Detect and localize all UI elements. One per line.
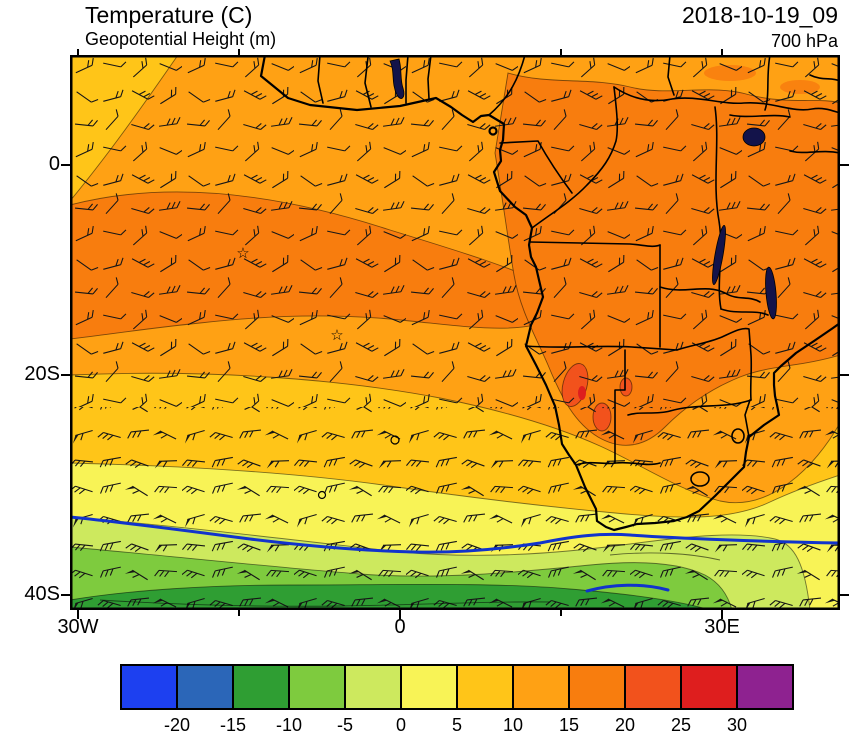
axis-tick bbox=[399, 610, 401, 619]
axis-tick bbox=[840, 164, 849, 166]
colorbar-cell bbox=[288, 664, 346, 710]
border-segment bbox=[317, 55, 324, 104]
wind-barbs-south bbox=[70, 407, 840, 610]
border-segment bbox=[427, 55, 432, 100]
y-axis-label-20s: 20S bbox=[24, 363, 60, 385]
x-axis-label-30w: 30W bbox=[57, 616, 99, 638]
colorbar-cell bbox=[400, 664, 458, 710]
calm-wind-marker bbox=[390, 435, 400, 445]
colorbar-cell bbox=[568, 664, 626, 710]
colorbar-label: 15 bbox=[558, 715, 580, 735]
lake-victoria bbox=[742, 127, 766, 147]
colorbar-label: -10 bbox=[275, 715, 302, 735]
axis-tick bbox=[77, 610, 79, 619]
colorbar-cell bbox=[624, 664, 682, 710]
border-segment bbox=[627, 399, 752, 416]
border-segment bbox=[529, 241, 661, 248]
border-segment bbox=[659, 286, 761, 303]
border-segment bbox=[405, 55, 409, 104]
colorbar-label: -15 bbox=[219, 715, 246, 735]
axis-tick bbox=[61, 594, 70, 596]
colorbar-label: 0 bbox=[395, 715, 406, 735]
x-axis-label-30e: 30E bbox=[704, 616, 740, 638]
pressure-level: 700 hPa bbox=[770, 31, 838, 51]
border-segment bbox=[614, 349, 626, 464]
y-axis-label-0: 0 bbox=[48, 153, 60, 175]
border-segment bbox=[720, 308, 769, 316]
x-axis-label-0: 0 bbox=[394, 616, 406, 638]
colorbar-label: -20 bbox=[163, 715, 190, 735]
calm-wind-marker bbox=[317, 490, 327, 500]
wind-barbs-north bbox=[70, 55, 840, 407]
colorbar-cell bbox=[232, 664, 290, 710]
station-star-marker: ☆ bbox=[330, 327, 343, 344]
border-segment bbox=[667, 55, 675, 96]
colorbar-label: -5 bbox=[336, 715, 353, 735]
axis-tick bbox=[560, 610, 562, 616]
axis-tick bbox=[840, 594, 849, 596]
colorbar-cell bbox=[456, 664, 514, 710]
border-segment bbox=[488, 55, 526, 116]
axis-tick bbox=[238, 49, 240, 55]
page-subtitle: Geopotential Height (m) bbox=[85, 29, 277, 49]
geopotential-contour-fragment bbox=[585, 583, 670, 593]
border-segment bbox=[714, 106, 722, 310]
colorbar-label: 5 bbox=[451, 715, 462, 735]
lake-volta bbox=[389, 58, 405, 99]
map-canvas: ☆ ☆ bbox=[70, 55, 840, 610]
border-segment bbox=[525, 345, 678, 351]
axis-tick bbox=[238, 610, 240, 616]
colorbar-cell bbox=[736, 664, 794, 710]
border-segment bbox=[676, 327, 753, 401]
axis-tick bbox=[721, 49, 723, 55]
temp-contour-line bbox=[99, 599, 551, 607]
colorbar-label: 25 bbox=[670, 715, 692, 735]
colorbar-cell bbox=[120, 664, 178, 710]
africa-coastline bbox=[259, 55, 840, 532]
border-segment bbox=[499, 140, 573, 194]
country-borders bbox=[317, 55, 840, 487]
station-star-marker: ☆ bbox=[236, 245, 249, 262]
colorbar-cell bbox=[512, 664, 570, 710]
lake-tanganyika bbox=[712, 225, 726, 285]
border-segment bbox=[744, 399, 751, 438]
temp-contour-line bbox=[609, 552, 721, 561]
axis-tick bbox=[61, 164, 70, 166]
y-axis-label-40s: 40S bbox=[24, 583, 60, 605]
border-segment bbox=[729, 114, 791, 118]
border-segment bbox=[764, 55, 771, 111]
border-segment bbox=[531, 86, 619, 229]
axis-tick bbox=[721, 610, 723, 619]
colorbar-label: 20 bbox=[614, 715, 636, 735]
colorbar-label: 30 bbox=[726, 715, 748, 735]
border-segment bbox=[789, 150, 840, 154]
border-segment bbox=[575, 461, 661, 466]
geopotential-contour bbox=[70, 515, 840, 554]
lesotho-border bbox=[690, 471, 710, 487]
page-title: Temperature (C) bbox=[85, 2, 253, 28]
swaziland-border bbox=[731, 428, 745, 444]
colorbar bbox=[120, 664, 794, 710]
border-segment bbox=[364, 56, 372, 108]
colorbar-cell bbox=[176, 664, 234, 710]
bioko-island-outline bbox=[488, 126, 498, 136]
axis-tick bbox=[840, 374, 849, 376]
colorbar-cell bbox=[680, 664, 738, 710]
axis-tick bbox=[77, 49, 79, 55]
axis-tick bbox=[61, 374, 70, 376]
colorbar-cell bbox=[344, 664, 402, 710]
valid-datetime: 2018-10-19_09 bbox=[681, 2, 838, 28]
map-frame bbox=[70, 55, 840, 610]
lake-malawi bbox=[765, 266, 777, 320]
colorbar-label: 10 bbox=[502, 715, 524, 735]
border-segment bbox=[613, 86, 840, 114]
axis-tick bbox=[560, 49, 562, 55]
